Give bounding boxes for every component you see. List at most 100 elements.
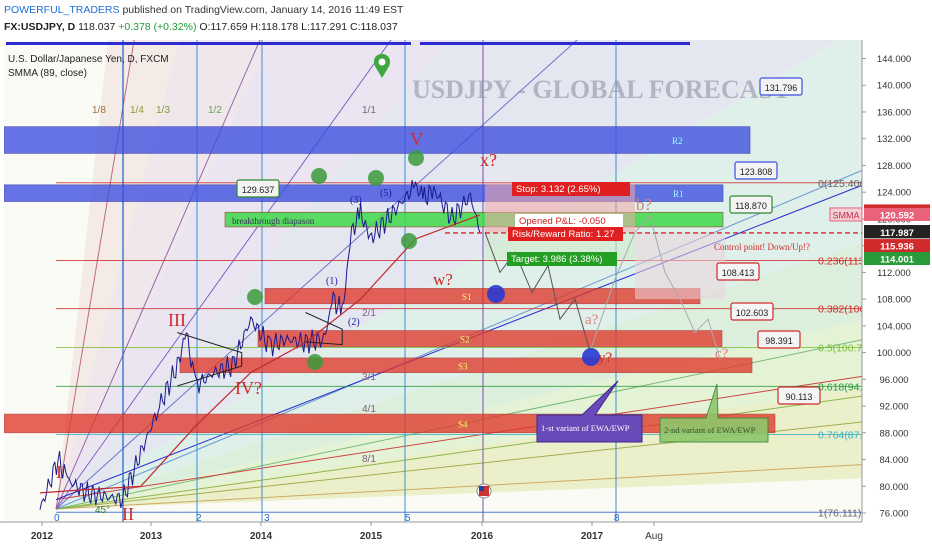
gann-line	[55, 40, 135, 510]
level-tag-text: 131.796	[765, 83, 798, 93]
watermark: USDJPY - GLOBAL FORECAST	[412, 75, 790, 104]
variant-2-text: 2-nd variant of EWA/EWP	[664, 425, 756, 435]
zone-label: S3	[458, 361, 468, 371]
price-change: +0.378 (+0.32%)	[118, 21, 197, 33]
projection-path-1	[484, 232, 591, 352]
y-tick-label: 124.000	[877, 188, 911, 199]
smma-tag-text: SMMA	[833, 210, 860, 220]
y-tick-label: 112.000	[877, 268, 911, 279]
x-tick-label: 2016	[471, 531, 494, 542]
zone-label: R2	[672, 136, 683, 146]
us-flag-icon[interactable]	[476, 483, 492, 499]
sub-wave-label: (3)	[350, 195, 362, 206]
wave-label: V	[410, 129, 423, 149]
trade-label: Target: 3.986 (3.38%)	[507, 252, 617, 266]
wave-circle-marker	[307, 354, 323, 370]
price-axis-tag: 120.592	[864, 207, 930, 221]
time-marker-label: 3	[264, 513, 270, 524]
zone-s2	[257, 330, 723, 347]
price-axis-tag-text: 115.936	[880, 242, 914, 253]
price-axis	[862, 40, 932, 522]
price-axis-tag: 115.936	[864, 239, 930, 253]
wave-label: c?	[715, 346, 729, 362]
smma-series	[39, 214, 481, 494]
wave-circle-marker	[582, 348, 600, 366]
symbol-label: FX:USDJPY, D	[4, 21, 76, 33]
zone-label: S2	[460, 335, 470, 345]
location-pin-icon[interactable]	[374, 54, 390, 78]
location-pin-shape	[374, 54, 390, 78]
legend-instrument: U.S. Dollar/Japanese Yen, D, FXCM	[8, 54, 169, 65]
sub-wave-label: (5)	[380, 188, 392, 199]
gann-sector	[56, 40, 447, 509]
level-tag: 118.870	[729, 195, 773, 214]
gann-label: 1/2	[208, 105, 222, 116]
level-tag-box	[757, 330, 801, 349]
ohlc-values: O:117.659 H:118.178 L:117.291 C:118.037	[199, 21, 398, 33]
wave-label: b?	[636, 195, 652, 214]
y-tick-label: 76.000	[879, 509, 908, 520]
fib-level-label: 0.618(94.942)	[818, 381, 883, 393]
zone-r2	[4, 126, 751, 154]
gann-label: 1/1	[362, 105, 376, 116]
gann-label: 2/1	[362, 308, 376, 319]
price-axis-tag-text: 114.001	[880, 255, 915, 266]
last-price: 118.037	[78, 21, 116, 33]
wave-label: IV?	[235, 378, 262, 398]
gann-sector	[56, 40, 270, 509]
variant-2-box	[659, 383, 769, 443]
wave-label: a?	[585, 312, 599, 328]
time-marker-label: 8	[614, 513, 620, 524]
price-axis-tag-box	[864, 207, 930, 221]
level-tag-box	[759, 77, 803, 96]
zone-s1	[264, 288, 701, 305]
level-tag-text: 108.413	[722, 268, 755, 278]
gann-label: 3/1	[362, 372, 376, 383]
level-tag-text: 129.637	[242, 185, 275, 195]
level-tag-text: 102.603	[736, 308, 769, 318]
zone-label: R1	[673, 189, 684, 199]
y-tick-label: 100.000	[877, 348, 911, 359]
variant-1-callout: 1-st variant of EWA/EWP	[536, 380, 643, 443]
gann-line	[55, 40, 578, 510]
price-axis-tag: 114.001	[864, 252, 930, 266]
gann-line	[55, 464, 862, 510]
trade-label-text: Stop: 3.132 (2.65%)	[516, 184, 601, 195]
price-series	[39, 179, 481, 510]
price-axis-tag: 117.987	[864, 225, 930, 239]
fib-level-label: 0.764(87.745)	[818, 429, 883, 441]
y-tick-label: 132.000	[877, 134, 911, 145]
x-tick-label: 2017	[581, 531, 604, 542]
level-tag: 131.796	[759, 77, 803, 96]
wave-label: x?	[480, 150, 497, 170]
trade-label-box	[512, 182, 630, 196]
y-tick-label: 136.000	[877, 107, 911, 118]
y-tick-label: 140.000	[877, 81, 911, 92]
level-tag: 108.413	[716, 262, 760, 281]
publisher-name[interactable]: POWERFUL_TRADERS	[4, 4, 120, 16]
price-axis-tag-text: 120.592	[880, 210, 914, 221]
trade-label-text: Opened P&L: -0.050	[519, 216, 606, 227]
y-tick-label: 96.000	[879, 375, 908, 386]
wave-circle-marker	[368, 170, 384, 186]
level-tag: 98.391	[757, 330, 801, 349]
trade-label: Risk/Reward Ratio: 1.27	[508, 227, 623, 241]
wave-label: y?	[598, 350, 613, 366]
triangle-pattern	[177, 332, 243, 387]
trend-line-upper	[55, 184, 862, 501]
y-tick-label: 92.000	[879, 402, 908, 413]
fib-level-label: 0.5(100.759)	[818, 343, 878, 355]
projection-area	[635, 232, 725, 300]
wave-label: III	[168, 310, 186, 330]
gann-label: 1/3	[156, 105, 170, 116]
gann-line	[55, 421, 862, 510]
projection-path-2	[589, 214, 721, 360]
trade-label: Stop: 3.132 (2.65%)	[512, 182, 630, 196]
level-tag: 123.808	[734, 161, 778, 180]
gann-label: 4/1	[362, 404, 376, 415]
top-blue-bar-2	[420, 42, 690, 45]
zone-label: S1	[462, 292, 472, 302]
gann-sector	[56, 40, 838, 509]
y-tick-label: 104.000	[877, 321, 911, 332]
